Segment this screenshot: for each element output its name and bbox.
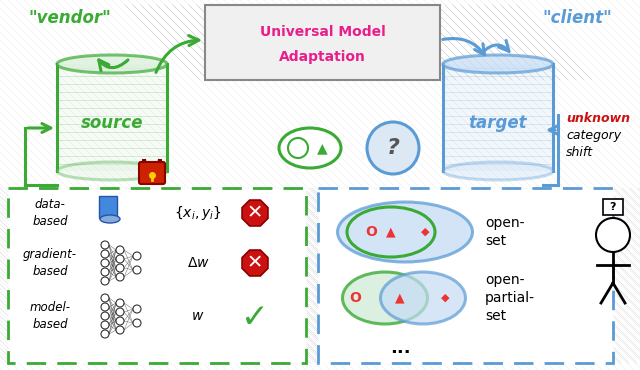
Circle shape	[101, 330, 109, 338]
Circle shape	[101, 294, 109, 302]
FancyArrowPatch shape	[99, 60, 128, 71]
Text: ◆: ◆	[441, 293, 449, 303]
Circle shape	[133, 305, 141, 313]
Ellipse shape	[342, 272, 428, 324]
Text: open-
partial-
set: open- partial- set	[485, 273, 535, 323]
Text: O: O	[349, 291, 361, 305]
Circle shape	[133, 319, 141, 327]
Text: ▲: ▲	[317, 141, 327, 155]
Circle shape	[101, 303, 109, 311]
FancyArrowPatch shape	[482, 40, 509, 53]
Polygon shape	[242, 200, 268, 226]
FancyBboxPatch shape	[318, 188, 613, 363]
Bar	[57, 64, 167, 171]
Circle shape	[116, 299, 124, 307]
Ellipse shape	[443, 55, 553, 73]
Circle shape	[101, 312, 109, 320]
Text: ▲: ▲	[386, 225, 396, 239]
Ellipse shape	[381, 272, 465, 324]
Text: ✓: ✓	[241, 302, 269, 334]
Text: data-
based: data- based	[32, 198, 68, 228]
FancyBboxPatch shape	[603, 199, 623, 215]
Circle shape	[101, 321, 109, 329]
Circle shape	[367, 122, 419, 174]
Circle shape	[133, 266, 141, 274]
Text: unknown: unknown	[566, 111, 630, 124]
Text: category: category	[566, 128, 621, 141]
Circle shape	[116, 326, 124, 334]
Circle shape	[116, 308, 124, 316]
Circle shape	[101, 268, 109, 276]
Text: "vendor": "vendor"	[28, 9, 111, 27]
Text: ✕: ✕	[247, 253, 263, 272]
Text: ✕: ✕	[247, 204, 263, 222]
FancyBboxPatch shape	[8, 188, 306, 363]
Ellipse shape	[100, 215, 120, 223]
FancyBboxPatch shape	[205, 5, 440, 80]
Circle shape	[288, 138, 308, 158]
Ellipse shape	[443, 162, 553, 180]
Text: target: target	[468, 114, 527, 131]
Circle shape	[101, 277, 109, 285]
Text: $\Delta w$: $\Delta w$	[187, 256, 209, 270]
Ellipse shape	[337, 202, 472, 262]
Text: ◆: ◆	[420, 227, 429, 237]
Circle shape	[101, 241, 109, 249]
Text: "client": "client"	[542, 9, 612, 27]
Text: source: source	[81, 114, 143, 131]
Text: ?: ?	[387, 138, 399, 158]
Circle shape	[116, 255, 124, 263]
Text: O: O	[365, 225, 377, 239]
Bar	[443, 64, 553, 171]
Text: $w$: $w$	[191, 309, 205, 323]
FancyBboxPatch shape	[139, 162, 165, 184]
Text: Adaptation: Adaptation	[279, 50, 366, 64]
Circle shape	[116, 264, 124, 272]
Text: shift: shift	[566, 145, 593, 158]
Ellipse shape	[57, 162, 167, 180]
Text: open-
set: open- set	[485, 216, 525, 248]
Circle shape	[116, 273, 124, 281]
Polygon shape	[242, 250, 268, 276]
Text: $\{x_i, y_i\}$: $\{x_i, y_i\}$	[174, 204, 222, 222]
Circle shape	[596, 218, 630, 252]
Ellipse shape	[279, 128, 341, 168]
Ellipse shape	[57, 55, 167, 73]
Text: Universal Model: Universal Model	[260, 25, 385, 39]
Circle shape	[101, 259, 109, 267]
FancyBboxPatch shape	[99, 196, 117, 218]
Text: ?: ?	[610, 202, 616, 212]
Text: gradient-
based: gradient- based	[23, 248, 77, 278]
Circle shape	[116, 246, 124, 254]
Circle shape	[116, 317, 124, 325]
FancyArrowPatch shape	[443, 38, 484, 55]
Text: ...: ...	[390, 339, 410, 357]
Text: ▲: ▲	[395, 292, 405, 305]
Text: model-
based: model- based	[29, 301, 70, 331]
Circle shape	[133, 252, 141, 260]
Circle shape	[101, 250, 109, 258]
FancyArrowPatch shape	[156, 36, 199, 73]
